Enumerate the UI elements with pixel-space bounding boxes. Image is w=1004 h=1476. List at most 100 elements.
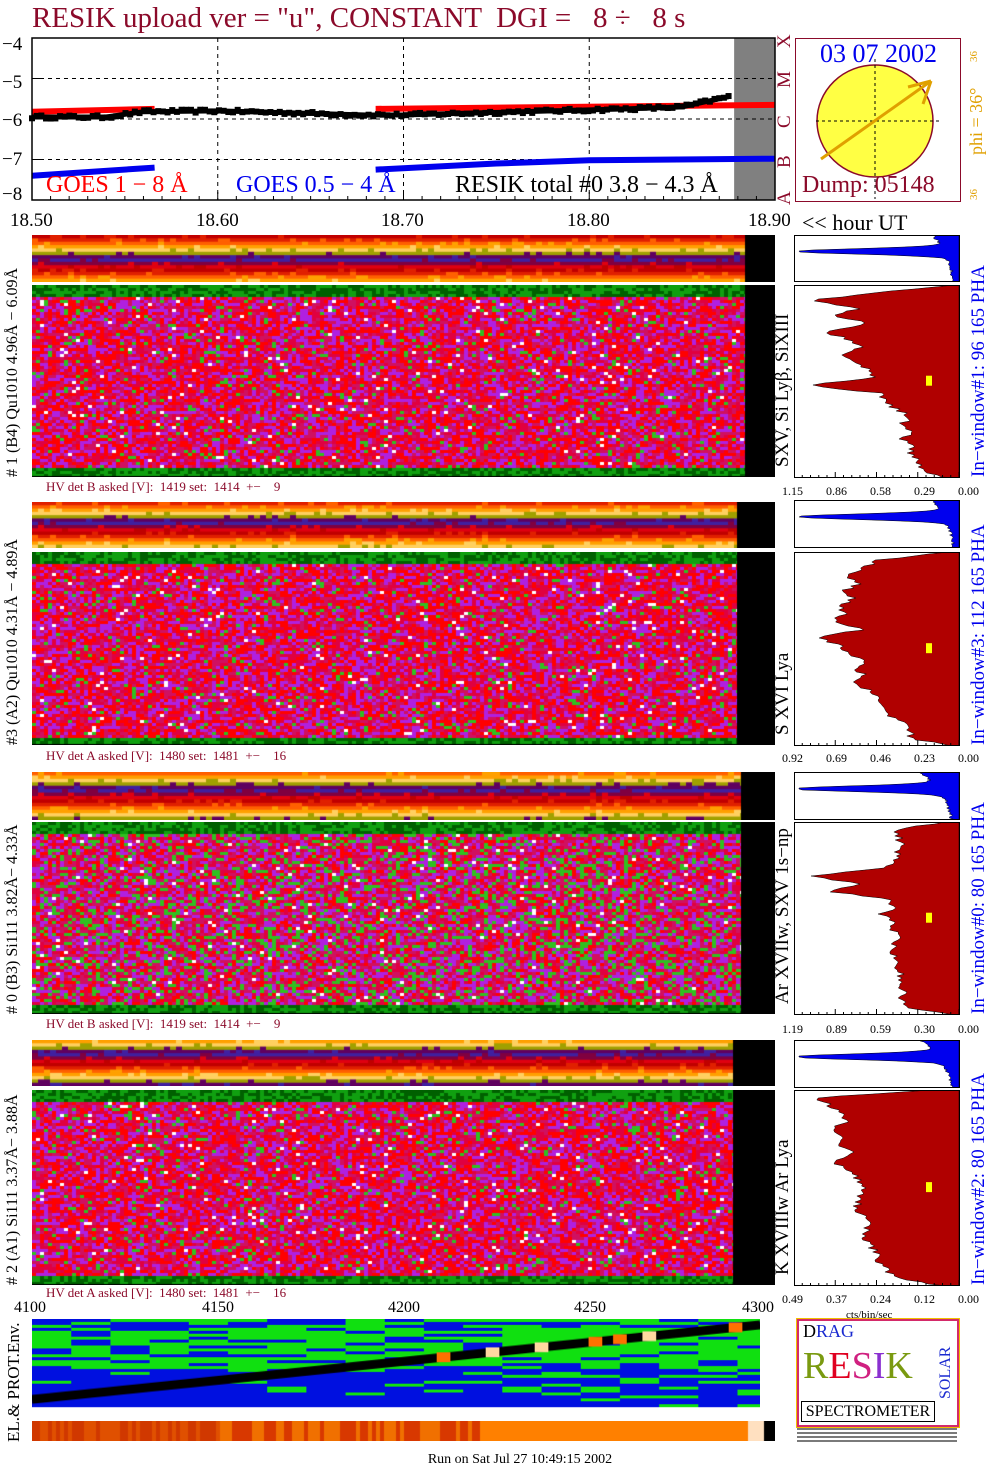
resik-point [566,105,573,112]
legend-goes-short: GOES 0.5 − 4 Å [236,172,396,198]
resik-point [220,107,227,114]
hist-tick-label: 0.37 [826,1292,847,1306]
pha-frame [794,235,960,282]
resik-point [370,113,377,120]
bin-axis-tick: 4200 [388,1299,420,1316]
hist-tick-label: 1.15 [782,484,803,498]
legend-resik: RESIK total #0 3.8 − 4.3 Å [455,172,718,198]
resik-point [38,112,45,119]
resik-point [491,110,498,117]
resik-point [632,107,639,114]
bin-axis-tick: 4150 [202,1299,234,1316]
pha-area [798,772,960,820]
resik-point [454,110,461,117]
histogram-area [816,1090,960,1286]
resik-point [608,105,615,112]
x-tick-label: 18.60 [196,210,239,231]
resik-point [267,109,274,116]
resik-point [197,106,204,113]
resik-point [510,109,517,116]
resik-point [697,98,704,105]
x-axis-unit: << hour UT [802,210,908,235]
pha-area [798,500,960,548]
histogram-area [810,822,960,1015]
hv-status: HV det A asked [V]: 1480 set: 1481 +− 16 [46,1285,287,1300]
resik-point [622,105,629,112]
resik-point [384,112,391,119]
dump-number: Dump: 05148 [802,172,935,198]
resik-point [159,108,166,115]
resik-point [678,103,685,110]
resik-point [61,113,68,120]
resik-point [725,93,732,100]
resik-point [594,105,601,112]
hist-tick-label: 0.58 [870,484,891,498]
resik-point [113,113,120,120]
spectrogram-2 [32,822,775,1014]
hist-tick-label: 0.92 [782,751,803,765]
pha-histogram-0 [794,235,960,282]
resik-point [360,112,367,119]
resik-point [683,101,690,108]
resik-point [398,113,405,120]
resik-point [613,105,620,112]
resik-point [426,110,433,117]
resik-point [660,104,667,111]
resik-point [43,115,50,122]
spectrogram-1 [32,552,775,745]
resik-point [80,114,87,121]
resik-point [519,110,526,117]
resik-point [421,111,428,118]
resik-point [248,108,255,115]
particle-environment-map [32,1319,760,1415]
resik-point [711,95,718,102]
resik-point [183,106,190,113]
channel-label: #3 (A2) Qu1010 4.31Å − 4.89Å [4,539,21,745]
resik-point [641,104,648,111]
resik-point [276,108,283,115]
pha-area [798,1040,960,1088]
resik-point [103,114,110,121]
resik-point [720,94,727,101]
window-counts: In−window#0: 80 165 PHA [968,802,989,1014]
resik-point [669,104,676,111]
resik-point [379,111,386,118]
pha-frame [794,500,960,548]
resik-point [201,106,208,113]
resik-point [230,109,237,116]
resik-point [71,113,78,120]
resik-point [468,110,475,117]
resik-point [89,113,96,120]
resik-point [589,107,596,114]
resik-point [262,109,269,116]
phi-angle: phi = 36° [966,87,986,155]
resik-point [374,111,381,118]
spectrum-histogram-1 [794,552,960,746]
bin-axis-tick: 4300 [742,1299,774,1316]
resik-point [547,107,554,114]
class-letter-m: M [774,71,795,88]
resik-point [52,115,59,122]
resik-point [272,110,279,117]
resik-point [187,106,194,113]
resik-point [571,107,578,114]
resik-point [561,106,568,113]
resik-point [664,105,671,112]
logo-drag: DRAG [803,1321,855,1341]
resik-point [407,111,414,118]
spectrum-histogram-0 [794,285,960,478]
resik-point [150,109,157,116]
resik-point [618,106,625,113]
hist-tick-label: 0.00 [958,484,979,498]
class-letter-b: B [774,155,795,168]
resik-point [253,108,260,115]
hist-tick-label: 0.23 [914,751,935,765]
line-ids: Ar XVIIw, SXV 1s−np [772,828,793,1004]
hist-tick-label: 0.86 [826,484,847,498]
spectrum-strip-1 [32,502,775,548]
y-tick-label: −6 [2,110,23,131]
resik-point [655,103,662,110]
hist-tick-label: 0.30 [914,1022,935,1036]
resik-point [178,106,185,113]
